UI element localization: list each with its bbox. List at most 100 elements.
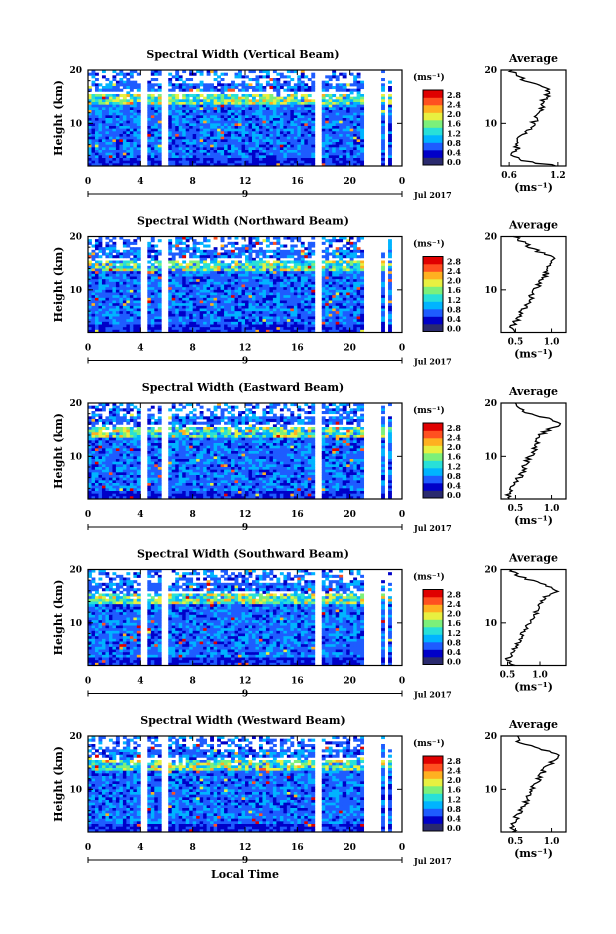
heatmap-cell bbox=[294, 269, 298, 272]
heatmap-cell bbox=[325, 115, 329, 118]
heatmap-cell bbox=[343, 277, 347, 280]
heatmap-cell bbox=[98, 161, 102, 164]
heatmap-cell bbox=[200, 301, 204, 304]
heatmap-cell bbox=[276, 301, 280, 304]
heatmap-cell bbox=[133, 161, 137, 164]
heatmap-cell bbox=[133, 113, 137, 116]
heatmap-cell bbox=[280, 279, 284, 282]
heatmap-cell bbox=[259, 86, 263, 89]
heatmap-cell bbox=[179, 115, 183, 118]
heatmap-cell bbox=[175, 150, 179, 153]
heatmap-cell bbox=[200, 274, 204, 277]
heatmap-cell bbox=[147, 298, 151, 301]
heatmap-cell bbox=[172, 150, 176, 153]
heatmap-cell bbox=[189, 105, 193, 108]
heatmap-cell bbox=[308, 255, 312, 258]
heatmap-cell bbox=[245, 306, 249, 309]
heatmap-cell bbox=[266, 150, 270, 153]
heatmap-cell bbox=[294, 147, 298, 150]
heatmap-cell bbox=[339, 145, 343, 148]
heatmap-cell bbox=[269, 250, 273, 253]
heatmap-cell bbox=[137, 129, 141, 132]
heatmap-cell bbox=[276, 306, 280, 309]
heatmap-cell bbox=[294, 306, 298, 309]
heatmap-cell bbox=[196, 155, 200, 158]
heatmap-cell bbox=[290, 134, 294, 137]
heatmap-cell bbox=[353, 314, 357, 317]
heatmap-cell bbox=[109, 245, 113, 248]
heatmap-cell bbox=[182, 102, 186, 105]
heatmap-cell bbox=[381, 282, 385, 285]
heatmap-cell bbox=[182, 145, 186, 148]
heatmap-cell bbox=[130, 110, 134, 113]
heatmap-cell bbox=[332, 317, 336, 320]
heatmap-cell bbox=[133, 269, 137, 272]
heatmap-cell bbox=[126, 325, 130, 328]
heatmap-cell bbox=[276, 158, 280, 161]
heatmap-cell bbox=[266, 147, 270, 150]
heatmap-cell bbox=[210, 139, 214, 142]
heatmap-cell bbox=[98, 126, 102, 129]
heatmap-cell bbox=[311, 287, 315, 290]
heatmap-cell bbox=[388, 131, 392, 134]
heatmap-cell bbox=[200, 113, 204, 116]
heatmap-cell bbox=[147, 255, 151, 258]
heatmap-cell bbox=[196, 147, 200, 150]
heatmap-cell bbox=[283, 97, 287, 100]
panel-2: Spectral Width (Eastward Beam)2010Height… bbox=[52, 381, 566, 533]
heatmap-cell bbox=[353, 247, 357, 250]
heatmap-cell bbox=[235, 274, 239, 277]
heatmap-cell bbox=[381, 115, 385, 118]
heatmap-cell bbox=[276, 319, 280, 322]
heatmap-cell bbox=[95, 293, 99, 296]
heatmap-cell bbox=[182, 327, 186, 330]
heatmap-cell bbox=[294, 145, 298, 148]
heatmap-cell bbox=[245, 113, 249, 116]
heatmap-cell bbox=[283, 107, 287, 110]
heatmap-cell bbox=[287, 295, 291, 298]
heatmap-cell bbox=[172, 153, 176, 156]
heatmap-cell bbox=[158, 303, 162, 306]
heatmap-cell bbox=[105, 293, 109, 296]
heatmap-cell bbox=[287, 287, 291, 290]
heatmap-cell bbox=[360, 118, 364, 121]
heatmap-cell bbox=[193, 73, 197, 76]
heatmap-cell bbox=[126, 110, 130, 113]
heatmap-cell bbox=[126, 86, 130, 89]
heatmap-cell bbox=[332, 75, 336, 78]
heatmap-cell bbox=[151, 285, 155, 288]
heatmap-cell bbox=[357, 134, 361, 137]
heatmap-cell bbox=[147, 142, 151, 145]
heatmap-cell bbox=[311, 293, 315, 296]
heatmap-cell bbox=[98, 134, 102, 137]
heatmap-cell bbox=[123, 271, 127, 274]
heatmap-cell bbox=[123, 327, 127, 330]
heatmap-cell bbox=[119, 89, 123, 92]
heatmap-cell bbox=[346, 279, 350, 282]
heatmap-cell bbox=[109, 311, 113, 314]
heatmap-cell bbox=[214, 73, 218, 76]
heatmap-cell bbox=[273, 242, 277, 245]
heatmap-cell bbox=[189, 298, 193, 301]
heatmap-cell bbox=[353, 158, 357, 161]
heatmap-cell bbox=[126, 290, 130, 293]
heatmap-cell bbox=[214, 269, 218, 272]
heatmap-cell bbox=[329, 271, 333, 274]
heatmap-cell bbox=[329, 290, 333, 293]
heatmap-cell bbox=[119, 94, 123, 97]
heatmap-cell bbox=[283, 285, 287, 288]
heatmap-cell bbox=[168, 97, 172, 100]
heatmap-cell bbox=[304, 94, 308, 97]
heatmap-cell bbox=[95, 113, 99, 116]
heatmap-cell bbox=[147, 279, 151, 282]
heatmap-cell bbox=[311, 145, 315, 148]
average-x-tick-label: 1.2 bbox=[550, 171, 566, 181]
heatmap-cell bbox=[154, 261, 158, 264]
heatmap-cell bbox=[182, 282, 186, 285]
heatmap-cell bbox=[280, 298, 284, 301]
heatmap-cell bbox=[346, 158, 350, 161]
heatmap-cell bbox=[95, 161, 99, 164]
heatmap-cell bbox=[287, 274, 291, 277]
heatmap-cell bbox=[133, 123, 137, 126]
heatmap-cell bbox=[235, 253, 239, 256]
